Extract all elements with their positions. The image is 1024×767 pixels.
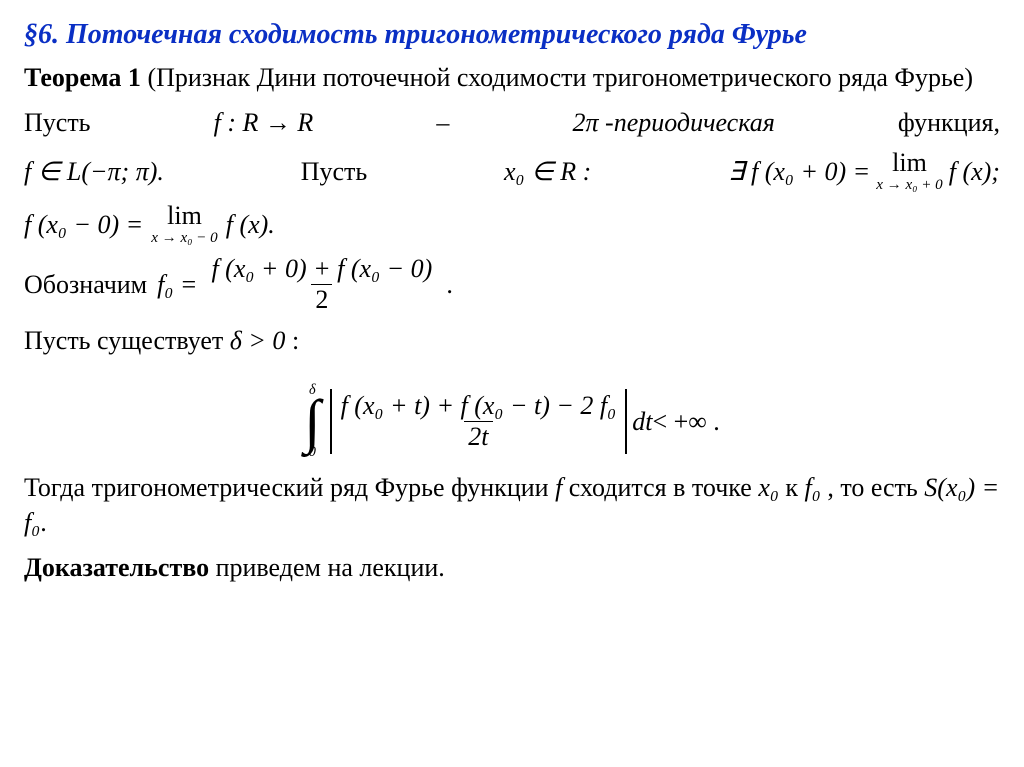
line-3: f (x₀ − 0) = lim x → x₀ − 0 f (x). — [24, 203, 1000, 246]
f0-lhs: f₀ = — [157, 267, 197, 302]
integral-lower: 0 — [309, 445, 316, 459]
conclusion-period: . — [40, 508, 47, 537]
conclusion-f0: f₀ — [805, 473, 821, 502]
word-pust-2: Пусть — [301, 154, 368, 189]
integrand-num: f (x₀ + t) + f (x₀ − t) − 2 f₀ — [337, 393, 621, 421]
integral-sign: δ ∫ 0 — [304, 383, 320, 459]
integrand-den: 2t — [464, 421, 492, 450]
proof-line: Доказательство приведем на лекции. — [24, 550, 1000, 585]
abs-bar-right — [625, 389, 627, 454]
conclusion-x0: x₀ — [758, 473, 779, 502]
f0-num: f (x₀ + 0) + f (x₀ − 0) — [207, 256, 436, 284]
word-function: функция, — [898, 105, 1000, 140]
f-in-L: f ∈ L(−π; π). — [24, 154, 164, 189]
limit-right: lim x → x₀ + 0 — [876, 150, 943, 193]
f-left-lhs: f (x₀ − 0) = — [24, 207, 143, 242]
section-heading: §6. Поточечная сходимость тригонометриче… — [24, 16, 1000, 54]
line-2: f ∈ L(−π; π). Пусть x₀ ∈ R : ∃ f (x₀ + 0… — [24, 150, 1000, 193]
proof-rest: приведем на лекции. — [209, 553, 445, 582]
delta-colon: : — [285, 326, 299, 355]
theorem-header: Теорема 1 (Признак Дини поточечной сходи… — [24, 60, 1000, 95]
f0-den: 2 — [311, 284, 332, 313]
f0-fraction: f (x₀ + 0) + f (x₀ − 0) 2 — [207, 256, 436, 313]
conclusion-a: Тогда тригонометрический ряд Фурье функц… — [24, 473, 555, 502]
f-map: f : R → R — [214, 105, 314, 140]
lim-word-2: lim — [167, 203, 202, 229]
right-limit-exists: ∃ f (x₀ + 0) = lim x → x₀ + 0 f (x); — [728, 150, 1000, 193]
denote-line: Обозначим f₀ = f (x₀ + 0) + f (x₀ − 0) 2… — [24, 256, 1000, 313]
delta-text-a: Пусть существует — [24, 326, 230, 355]
f-of-x-2: f (x). — [226, 207, 275, 242]
f-of-x-1: f (x); — [949, 154, 1000, 189]
integral-line: δ ∫ 0 f (x₀ + t) + f (x₀ − t) − 2 f₀ 2t … — [24, 368, 1000, 459]
lim-word: lim — [892, 150, 927, 176]
integral-symbol: ∫ — [304, 398, 320, 446]
integrand-fraction: f (x₀ + t) + f (x₀ − t) − 2 f₀ 2t — [335, 389, 623, 454]
integral-tail: < +∞ . — [652, 404, 719, 439]
conclusion-d: , то есть — [827, 473, 924, 502]
delta-line: Пусть существует δ > 0 : — [24, 323, 1000, 358]
abs-value: f (x₀ + t) + f (x₀ − t) − 2 f₀ 2t — [327, 389, 631, 454]
word-pust: Пусть — [24, 105, 91, 140]
limit-left: lim x → x₀ − 0 — [151, 203, 218, 246]
conclusion-b: сходится в точке — [569, 473, 759, 502]
abs-bar-left — [330, 389, 332, 454]
exists-f-right: ∃ f (x₀ + 0) = — [728, 154, 870, 189]
conclusion-f: f — [555, 473, 562, 502]
proof-label: Доказательство — [24, 553, 209, 582]
two-pi-periodic: 2π -периодическая — [573, 108, 775, 137]
delta-expr: δ > 0 — [230, 326, 286, 355]
theorem-title: (Признак Дини поточечной сходимости триг… — [141, 63, 973, 92]
theorem-label: Теорема 1 — [24, 63, 141, 92]
lim-under-right: x → x₀ + 0 — [876, 178, 943, 193]
conclusion-c: к — [785, 473, 804, 502]
periodic-text: 2π -периодическая — [573, 105, 775, 140]
dash: – — [436, 105, 449, 140]
x0-in-R: x₀ ∈ R : — [504, 154, 591, 189]
lim-under-left: x → x₀ − 0 — [151, 231, 218, 246]
f0-period: . — [446, 267, 453, 302]
conclusion: Тогда тригонометрический ряд Фурье функц… — [24, 470, 1000, 540]
word-denote: Обозначим — [24, 267, 147, 302]
dt: dt — [632, 404, 652, 439]
line-1: Пусть f : R → R – 2π -периодическая функ… — [24, 105, 1000, 140]
